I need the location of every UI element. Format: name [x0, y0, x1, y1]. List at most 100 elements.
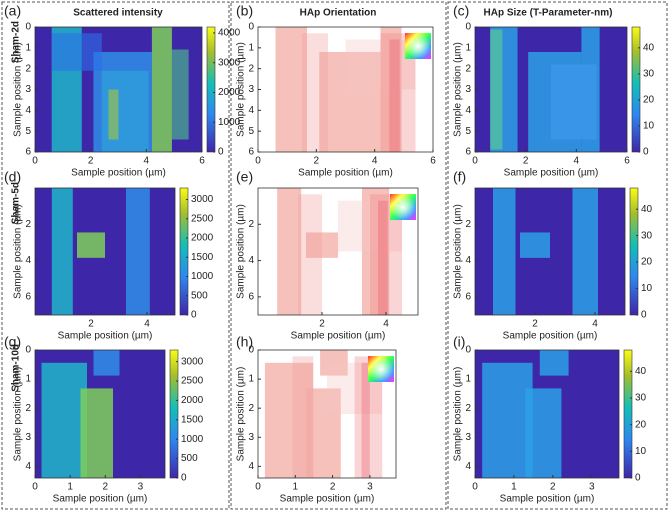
y-tick-label: 4: [465, 255, 471, 266]
x-tick-label: 2: [102, 482, 108, 493]
y-axis-label: Sample position (µm): [13, 367, 24, 462]
orientation-region: [378, 200, 388, 315]
y-tick-label: 0: [465, 345, 471, 356]
x-tick-label: 0: [255, 156, 261, 167]
x-tick-label: 1: [511, 482, 517, 493]
x-tick-label: 4: [372, 156, 378, 167]
x-tick-label: 0: [472, 156, 478, 167]
y-tick-label: 2: [248, 219, 254, 230]
x-tick-label: 2: [88, 156, 94, 167]
y-tick-label: 1: [465, 374, 471, 385]
y-axis-label: Sample position (µm): [453, 367, 464, 462]
x-tick-label: 0: [255, 482, 261, 493]
colorbar-tick-label: 30: [641, 230, 653, 241]
heatmap-region: [51, 33, 102, 71]
y-tick-label: 2: [248, 63, 254, 74]
y-tick-label: 4: [465, 105, 471, 116]
colorbar-tick-label: 1500: [191, 252, 214, 263]
y-tick-label: 6: [465, 147, 471, 158]
orientation-region: [306, 232, 338, 258]
x-tick-label: 3: [589, 482, 595, 493]
x-tick-label: 4: [574, 156, 580, 167]
colorbar-tick-label: 1500: [181, 414, 204, 425]
heatmap-region: [520, 232, 550, 258]
y-tick-label: 3: [25, 432, 31, 443]
orientation-region: [380, 27, 402, 152]
colorbar-tick-label: 40: [641, 204, 653, 215]
colorbar-tick-label: 1000: [181, 434, 204, 445]
heatmap-region: [126, 188, 150, 315]
orientation-region: [389, 39, 400, 152]
y-tick-label: 6: [465, 291, 471, 302]
heatmap-region: [80, 388, 113, 478]
colorbar-tick-label: 3000: [218, 57, 241, 68]
y-tick-label: 4: [25, 255, 31, 266]
colorbar-tick-label: 500: [181, 453, 198, 464]
y-tick-label: 0: [465, 22, 471, 33]
x-tick-label: 4: [144, 156, 150, 167]
x-tick-label: 6: [430, 156, 436, 167]
colorbar-tick-label: 2500: [181, 376, 204, 387]
colorbar-tick-label: 3000: [181, 356, 204, 367]
y-tick-label: 2: [465, 219, 471, 230]
colorbar-tick-label: 0: [635, 473, 641, 484]
x-axis-label: Sample position (µm): [503, 331, 598, 342]
x-axis-label: Sample position (µm): [504, 168, 599, 179]
panel-title: HAp Size (T-Parameter-nm): [484, 8, 613, 19]
panel-title: HAp Orientation: [300, 8, 377, 19]
y-tick-label: 0: [25, 22, 31, 33]
y-tick-label: 2: [248, 403, 254, 414]
colorbar-tick-label: 40: [643, 42, 655, 53]
x-tick-label: 2: [314, 156, 320, 167]
colorbar-tick-label: 20: [643, 95, 655, 106]
colorbar-tick-label: 4000: [218, 28, 241, 39]
y-tick-label: 1: [248, 42, 254, 53]
panel-label: (a): [4, 3, 21, 19]
x-tick-label: 1: [67, 482, 73, 493]
x-tick-label: 0: [32, 482, 38, 493]
y-tick-label: 2: [25, 63, 31, 74]
x-tick-label: 6: [624, 156, 630, 167]
x-axis-label: Sample position (µm): [71, 168, 166, 179]
heatmap-region: [490, 29, 503, 150]
y-tick-label: 2: [465, 403, 471, 414]
column-frame: [1, 1, 230, 510]
y-tick-label: 4: [248, 255, 254, 266]
panel-label: (c): [453, 3, 469, 19]
heatmap-region: [551, 64, 597, 140]
colorbar-tick-label: 40: [635, 366, 647, 377]
y-tick-label: 5: [248, 126, 254, 137]
y-tick-label: 3: [248, 84, 254, 95]
x-axis-label: Sample position (µm): [280, 494, 375, 505]
sample-label: Sham-10d: [11, 344, 22, 392]
colorbar-tick-label: 20: [641, 257, 653, 268]
y-axis-label: Sample position (µm): [13, 42, 24, 137]
y-tick-label: 1: [25, 42, 31, 53]
orientation-region: [292, 356, 314, 478]
colorbar-tick-label: 500: [191, 290, 208, 301]
y-tick-label: 5: [25, 126, 31, 137]
colorbar: [631, 26, 641, 153]
orientation-region: [306, 388, 341, 478]
x-axis-label: Sample position (µm): [58, 331, 153, 342]
orientation-region: [275, 27, 307, 152]
y-tick-label: 4: [25, 461, 31, 472]
y-tick-label: 4: [248, 461, 254, 472]
y-tick-label: 4: [465, 461, 471, 472]
heatmap-region: [539, 350, 569, 376]
colorbar-tick-label: 10: [641, 283, 653, 294]
heatmap-region: [93, 350, 120, 376]
y-tick-label: 1: [465, 42, 471, 53]
y-tick-label: 2: [25, 219, 31, 230]
y-axis-label: Sample position (µm): [236, 367, 247, 462]
x-axis-label: Sample position (µm): [53, 494, 148, 505]
orientation-region: [277, 188, 302, 315]
x-tick-label: 4: [592, 319, 598, 330]
colorbar-tick-label: 1000: [191, 271, 214, 282]
plot-frame: [257, 349, 397, 479]
y-tick-label: 1: [248, 374, 254, 385]
colorbar: [169, 349, 179, 479]
colorbar: [206, 26, 216, 153]
panel-label: (d): [4, 169, 21, 185]
